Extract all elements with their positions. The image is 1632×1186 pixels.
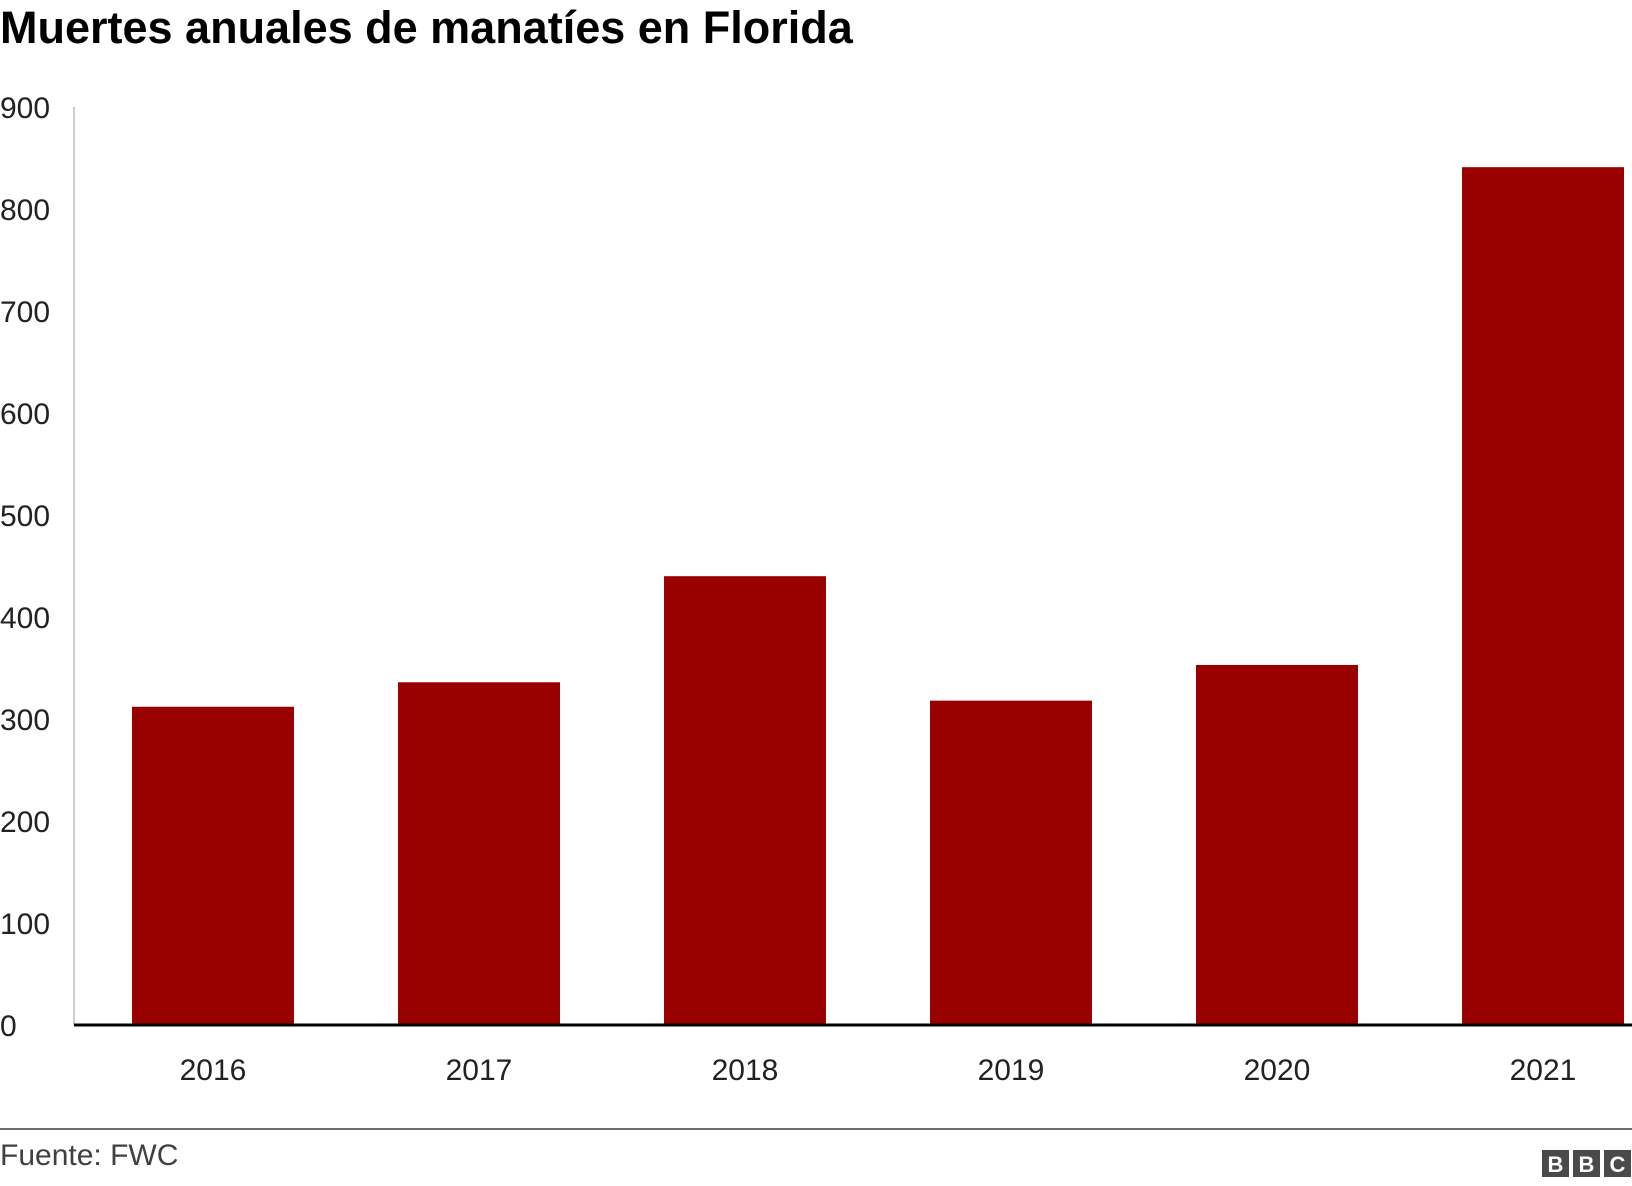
bar-2019 — [930, 700, 1092, 1025]
y-tick-label: 600 — [0, 398, 50, 431]
y-tick-label: 500 — [0, 500, 50, 533]
y-tick-label: 100 — [0, 908, 50, 941]
x-tick-label: 2016 — [180, 1054, 247, 1087]
bar-2020 — [1196, 664, 1358, 1025]
source-note: Fuente: FWC — [0, 1139, 179, 1172]
y-tick-label: 400 — [0, 602, 50, 635]
y-tick-label: 300 — [0, 704, 50, 737]
bbc-letter-b-icon: B — [1548, 1152, 1564, 1177]
bar-series — [132, 167, 1624, 1025]
x-tick-labels: 2016 2017 2018 2019 2020 2021 — [180, 1054, 1577, 1087]
x-tick-label: 2021 — [1510, 1054, 1577, 1087]
svg-text:B: B — [1579, 1152, 1595, 1177]
bbc-letter-c-icon: C — [1610, 1152, 1626, 1177]
x-tick-label: 2017 — [446, 1054, 513, 1087]
bar-2021 — [1462, 167, 1624, 1025]
y-tick-label: 900 — [0, 92, 50, 125]
x-tick-label: 2020 — [1244, 1054, 1311, 1087]
bbc-logo: B B C — [1542, 1150, 1631, 1177]
bbc-letter-b-icon: B — [1579, 1152, 1595, 1177]
bbc-logo-block-b1: B — [1542, 1150, 1569, 1177]
y-tick-label: 800 — [0, 194, 50, 227]
y-tick-labels: 0 100 200 300 400 500 600 700 800 900 — [0, 92, 50, 1043]
y-tick-label: 700 — [0, 296, 50, 329]
y-tick-label: 200 — [0, 806, 50, 839]
bbc-logo-block-b2: B — [1573, 1150, 1600, 1177]
bar-2017 — [398, 682, 560, 1025]
y-tick-label: 0 — [0, 1010, 17, 1043]
x-tick-label: 2019 — [978, 1054, 1045, 1087]
bar-2016 — [132, 706, 294, 1025]
svg-text:C: C — [1610, 1152, 1626, 1177]
bar-2018 — [664, 576, 826, 1025]
svg-text:B: B — [1548, 1152, 1564, 1177]
bbc-logo-block-c: C — [1604, 1150, 1631, 1177]
footer-divider — [0, 1128, 1632, 1130]
chart-title: Muertes anuales de manatíes en Florida — [0, 2, 853, 53]
x-tick-label: 2018 — [712, 1054, 779, 1087]
